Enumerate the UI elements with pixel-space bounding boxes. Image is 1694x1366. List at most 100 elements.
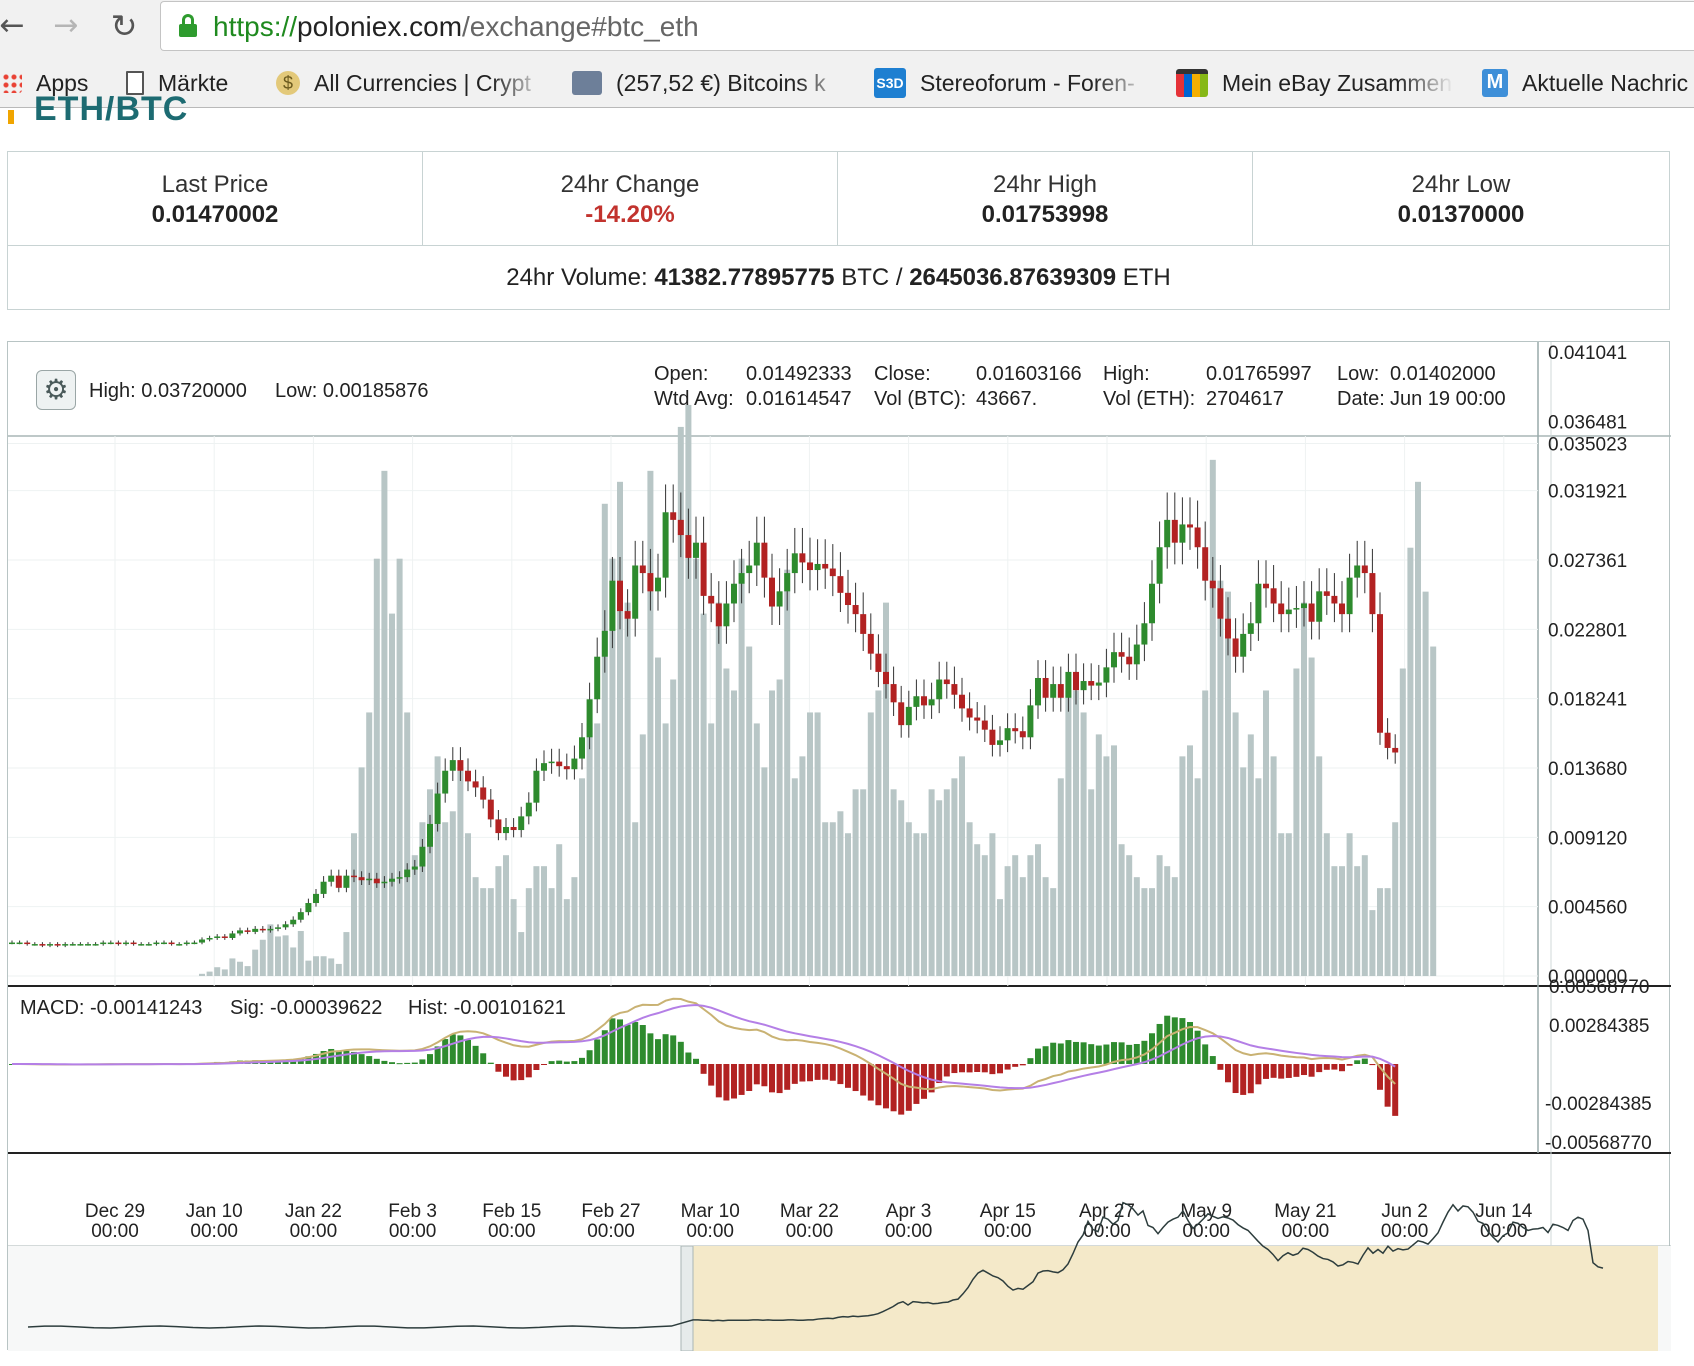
volume-bar xyxy=(632,822,639,976)
volume-bar xyxy=(206,971,213,976)
arrow-right-icon[interactable]: → xyxy=(53,8,79,43)
bookmark-ebay[interactable]: Mein eBay Zusammen xyxy=(1176,66,1454,100)
chart-info: High: 0.03720000 Low: 0.00185876 Open: 0… xyxy=(20,363,1506,1019)
time-tick-time: 00:00 xyxy=(290,1221,338,1242)
macd-hist-bar xyxy=(472,1045,479,1064)
range-navigator[interactable] xyxy=(8,1201,1671,1351)
bookmark-apps[interactable]: Apps xyxy=(2,66,122,100)
candle-body xyxy=(655,577,661,592)
volume-bar xyxy=(1141,888,1148,976)
url-text[interactable]: https://poloniex.com/exchange#btc_eth xyxy=(213,11,699,43)
wallet-icon xyxy=(572,71,602,95)
shopping-bag-icon xyxy=(1176,69,1208,97)
time-tick-date: Jan 10 xyxy=(186,1201,243,1222)
volume-eth-unit: ETH xyxy=(1122,264,1171,291)
macd-hist-bar xyxy=(723,1064,730,1101)
volume-bar xyxy=(335,963,342,976)
candle-body xyxy=(404,869,411,878)
macd-hist-bar xyxy=(457,1035,464,1064)
bookmark-all-currencies[interactable]: $ All Currencies | Crypt xyxy=(276,66,546,100)
bookmark-maerkte[interactable]: Märkte xyxy=(126,66,256,100)
candle-body xyxy=(1019,731,1026,738)
navigator-handle-left[interactable] xyxy=(680,1245,694,1351)
navigator-selection[interactable] xyxy=(693,1246,1658,1351)
macd-hist-bar xyxy=(1042,1046,1049,1064)
macd-hist-bar xyxy=(556,1060,563,1064)
stat-value: 0.01753998 xyxy=(981,201,1109,228)
macd-hist-bar xyxy=(898,1064,905,1115)
address-bar[interactable]: https://poloniex.com/exchange#btc_eth xyxy=(160,1,1694,51)
macd-hist-bar xyxy=(1073,1041,1079,1064)
volume-bar xyxy=(1339,866,1345,976)
macd-hist-bar xyxy=(495,1064,502,1072)
price-chart[interactable]: 0.041041 0.036481 0.035023 0.031921 0.027361… xyxy=(7,341,1671,1351)
volume-bar xyxy=(822,822,829,976)
time-tick-time: 00:00 xyxy=(885,1221,933,1242)
macd-hist-bar xyxy=(731,1064,737,1099)
volume-bar xyxy=(997,899,1003,976)
volume-bar xyxy=(738,558,745,976)
volume-bar xyxy=(229,958,236,976)
candle-body xyxy=(852,605,859,615)
macd-hist-bar xyxy=(1027,1058,1034,1064)
macd-hist-bar xyxy=(913,1064,920,1104)
candle-body xyxy=(487,799,494,820)
macd-hist-bar xyxy=(639,1025,646,1064)
dollar-coin-icon: $ xyxy=(276,71,300,95)
volume-bar xyxy=(328,958,335,976)
candle-body xyxy=(358,877,365,881)
candle-body xyxy=(39,944,46,946)
bookmark-bitcoins[interactable]: (257,52 €) Bitcoins k xyxy=(572,66,852,100)
candle-body xyxy=(1118,652,1125,657)
low-label: Low: xyxy=(1337,363,1379,385)
bookmark-label: (257,52 €) Bitcoins k xyxy=(616,69,826,96)
candle-body xyxy=(107,942,114,945)
macd-hist-bar xyxy=(335,1050,342,1064)
volume-bar xyxy=(670,679,677,976)
range-high-label: High: xyxy=(89,380,136,402)
volume-bar xyxy=(617,481,623,976)
svg-text:High: 0.03720000: High: 0.03720000 xyxy=(89,380,247,402)
volume-eth: 2645036.87639309 xyxy=(909,264,1117,291)
candle-body xyxy=(297,912,304,920)
arrow-left-icon[interactable]: ← xyxy=(0,8,25,43)
range-high-value: 0.03720000 xyxy=(141,380,247,402)
reload-icon[interactable]: ↻ xyxy=(110,7,138,45)
volume-bar xyxy=(525,888,532,976)
candle-body xyxy=(1073,671,1079,691)
bookmark-stereoforum[interactable]: S3D Stereoforum - Foren- xyxy=(874,66,1150,100)
candle-body xyxy=(898,702,905,726)
macd-hist-bar xyxy=(662,1034,669,1064)
macd-hist-bar xyxy=(715,1064,722,1098)
macd-hist-bar xyxy=(525,1064,532,1078)
chart-settings-button[interactable]: ⚙ xyxy=(36,370,76,410)
browser-chrome: ← → ↻ https://poloniex.com/exchange#btc_… xyxy=(0,0,1694,108)
time-tick-time: 00:00 xyxy=(488,1221,536,1242)
volume-bar xyxy=(366,712,373,976)
volume-bar xyxy=(267,924,274,976)
bookmark-label: Aktuelle Nachric xyxy=(1522,69,1689,96)
volume-bar xyxy=(404,712,411,976)
volume-bar xyxy=(974,844,981,976)
volume-bar xyxy=(1263,690,1269,976)
macd-hist-bar xyxy=(563,1061,570,1064)
bookmark-nachrichten[interactable]: M Aktuelle Nachric xyxy=(1482,66,1694,100)
volume-bar xyxy=(928,789,935,976)
macd-hist-bar xyxy=(1202,1044,1209,1064)
macd-hist-bar xyxy=(1080,1042,1087,1064)
candle-body xyxy=(351,875,357,878)
stat-label: 24hr High xyxy=(992,171,1098,198)
candle-body xyxy=(54,944,61,946)
macd-hist-bar xyxy=(1301,1064,1307,1076)
volume-bar xyxy=(237,961,243,976)
price-tick-label: 0.004560 xyxy=(1548,898,1627,919)
candle-body xyxy=(1323,591,1330,596)
candle-body xyxy=(1088,681,1095,686)
pair-title-text: ETH/BTC xyxy=(34,96,189,124)
macd-hist-bar xyxy=(807,1064,813,1082)
volume-bar xyxy=(586,723,593,976)
candle-body xyxy=(381,881,388,884)
candle-body xyxy=(366,878,373,881)
macd-hist-bar xyxy=(959,1064,965,1073)
